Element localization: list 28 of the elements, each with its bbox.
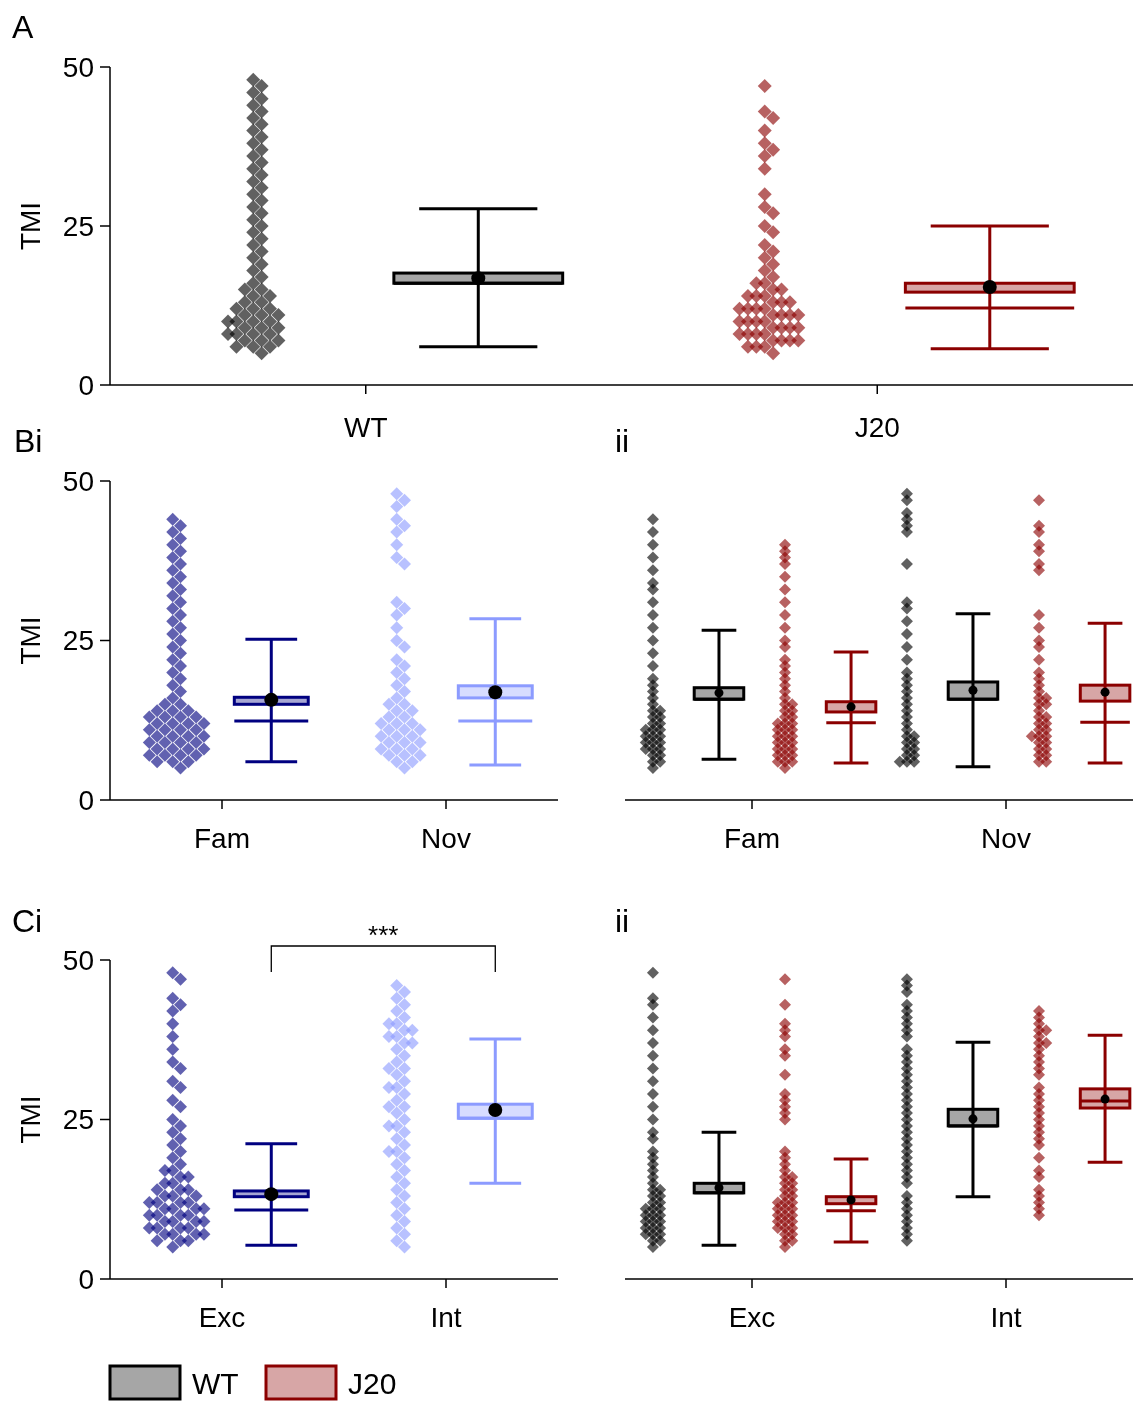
y-axis-title: TMI — [15, 616, 46, 665]
y-axis-title: TMI — [15, 201, 46, 251]
y-tick-label: 0 — [78, 1263, 94, 1295]
chart-title: ii — [615, 423, 630, 459]
x-tick-label: Int — [430, 1301, 462, 1333]
y-tick-label: 0 — [78, 784, 94, 816]
y-tick-label: 25 — [62, 625, 94, 657]
x-tick-label: Fam — [724, 822, 780, 854]
x-tick-label: Exc — [198, 1301, 246, 1333]
y-axis-title: TMI — [15, 1095, 46, 1144]
y-tick-label: 25 — [62, 210, 94, 242]
y-tick-label: 50 — [62, 51, 94, 83]
text: *** — [368, 920, 399, 950]
chart-title: A — [12, 9, 34, 45]
legend-label: WT — [192, 1367, 239, 1400]
chart-title: ii — [615, 903, 630, 939]
y-tick-label: 0 — [78, 369, 94, 401]
x-tick-label: Nov — [981, 822, 1031, 854]
x-tick-label: Nov — [421, 822, 471, 854]
chart-title: Ci — [12, 903, 43, 939]
chart-title: Bi — [14, 423, 43, 459]
y-tick-label: 50 — [62, 465, 94, 497]
x-tick-label: Fam — [194, 822, 250, 854]
x-tick-label: Exc — [728, 1301, 776, 1333]
legend-label: J20 — [348, 1367, 397, 1400]
y-tick-label: 50 — [62, 944, 94, 976]
x-tick-label: Int — [990, 1301, 1022, 1333]
y-tick-label: 25 — [62, 1104, 94, 1136]
